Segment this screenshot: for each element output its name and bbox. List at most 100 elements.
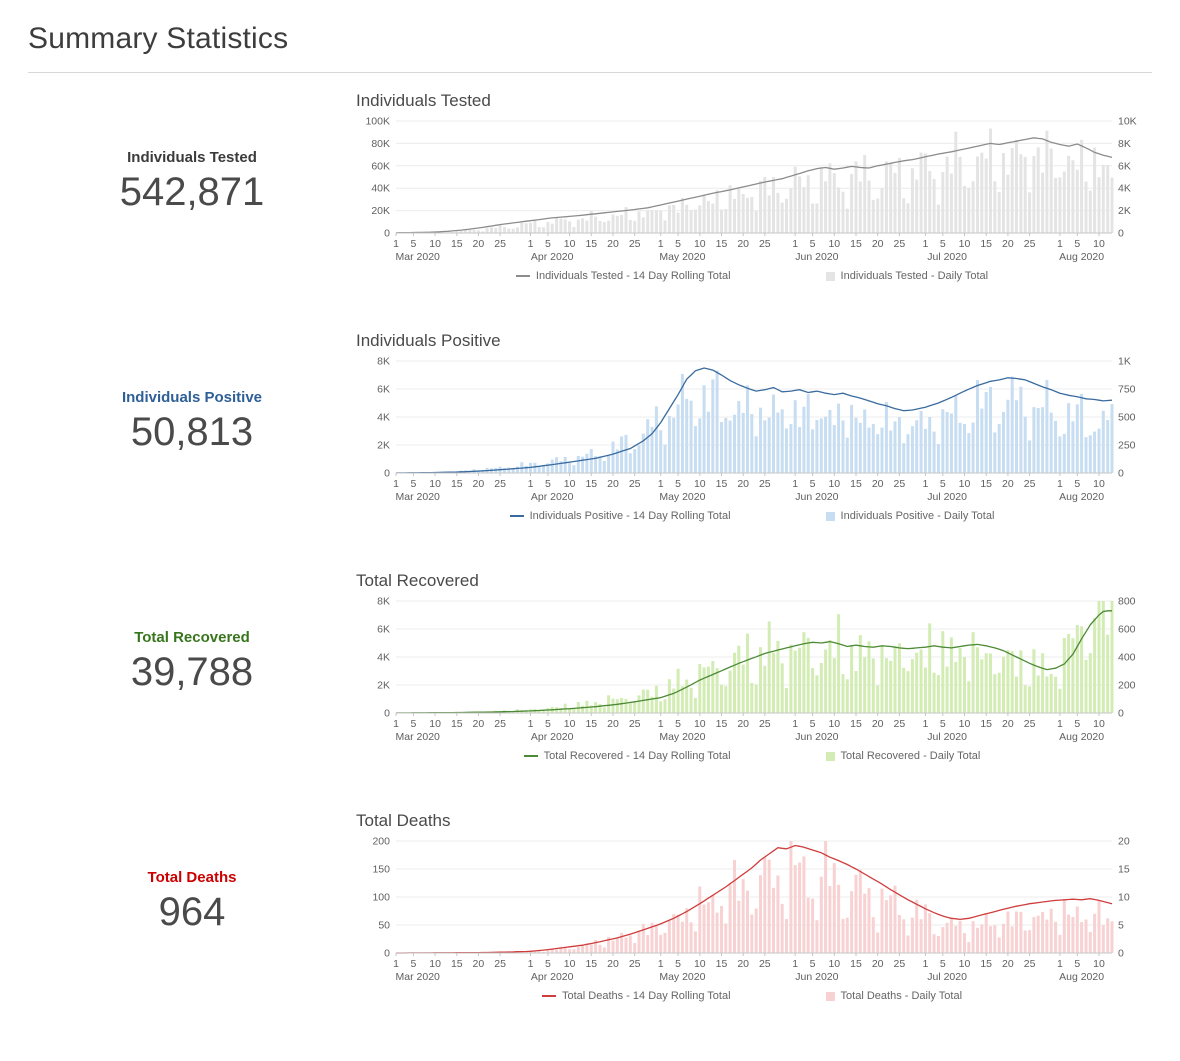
svg-text:0: 0 [1118,708,1124,720]
svg-text:200: 200 [1118,680,1136,692]
svg-text:25: 25 [894,718,906,730]
svg-text:20: 20 [473,958,485,970]
legend-item-daily-total: Individuals Tested - Daily Total [826,270,989,282]
legend-label: Individuals Tested - Daily Total [841,270,989,282]
svg-text:15: 15 [585,718,597,730]
svg-text:15: 15 [451,238,463,250]
legend-label: Individuals Tested - 14 Day Rolling Tota… [536,270,731,282]
line-swatch-icon [510,515,524,517]
svg-text:1: 1 [922,958,928,970]
svg-text:5: 5 [810,238,816,250]
svg-text:5: 5 [675,718,681,730]
svg-text:15: 15 [980,958,992,970]
legend-recovered: Total Recovered - 14 Day Rolling Total T… [356,750,1148,762]
svg-text:15: 15 [980,238,992,250]
month-label: Aug 2020 [1059,251,1104,263]
svg-text:1: 1 [1057,958,1063,970]
month-label: May 2020 [659,971,705,983]
svg-text:1: 1 [922,478,928,490]
section-individuals-tested: Individuals Tested 542,871 Individuals T… [28,81,1152,321]
svg-text:20: 20 [473,478,485,490]
month-label: May 2020 [659,251,705,263]
svg-text:5: 5 [810,958,816,970]
legend-positive: Individuals Positive - 14 Day Rolling To… [356,510,1148,522]
month-label: May 2020 [659,491,705,503]
svg-text:0: 0 [384,468,390,480]
svg-text:20: 20 [872,478,884,490]
svg-text:15: 15 [850,478,862,490]
legend-label: Total Recovered - Daily Total [841,750,981,762]
svg-text:2K: 2K [377,680,390,692]
svg-text:10: 10 [694,478,706,490]
svg-text:1: 1 [393,478,399,490]
month-label: Jul 2020 [927,971,967,983]
svg-text:25: 25 [629,958,641,970]
svg-text:5: 5 [675,238,681,250]
svg-text:25: 25 [894,478,906,490]
daily-bars [408,129,1114,234]
svg-text:20: 20 [872,958,884,970]
svg-text:25: 25 [759,718,771,730]
svg-text:800: 800 [1118,596,1136,608]
svg-text:20: 20 [1002,238,1014,250]
stat-label-total-recovered: Total Recovered [134,629,250,646]
svg-text:2K: 2K [377,440,390,452]
svg-text:10: 10 [1093,478,1105,490]
svg-text:10: 10 [694,718,706,730]
divider [28,72,1152,73]
svg-text:20: 20 [1002,478,1014,490]
svg-text:1: 1 [658,718,664,730]
svg-text:750: 750 [1118,384,1136,396]
svg-text:20: 20 [737,958,749,970]
section-total-recovered: Total Recovered 39,788 Total Recovered 0… [28,561,1152,801]
chart-title-tested: Individuals Tested [356,91,1148,111]
svg-text:10: 10 [959,718,971,730]
svg-text:25: 25 [1024,238,1036,250]
svg-text:15: 15 [1118,864,1130,876]
svg-text:5: 5 [1074,718,1080,730]
svg-text:0: 0 [1118,948,1124,960]
svg-text:25: 25 [894,958,906,970]
month-label: Jun 2020 [795,491,838,503]
svg-text:1: 1 [528,958,534,970]
svg-text:10: 10 [694,238,706,250]
svg-text:15: 15 [585,958,597,970]
svg-text:20K: 20K [371,205,390,217]
month-label: May 2020 [659,731,705,743]
svg-text:10: 10 [429,958,441,970]
svg-text:1: 1 [1057,718,1063,730]
stat-value-individuals-positive: 50,813 [131,410,253,455]
svg-text:1: 1 [792,958,798,970]
legend-label: Individuals Positive - Daily Total [841,510,995,522]
svg-text:10: 10 [429,478,441,490]
svg-text:2K: 2K [1118,205,1131,217]
svg-text:8K: 8K [1118,138,1131,150]
svg-text:1: 1 [1057,238,1063,250]
svg-text:10: 10 [1093,958,1105,970]
svg-text:5: 5 [1118,920,1124,932]
svg-text:150: 150 [372,864,390,876]
legend-label: Total Recovered - 14 Day Rolling Total [544,750,731,762]
svg-text:25: 25 [759,238,771,250]
legend-item-daily-total: Individuals Positive - Daily Total [826,510,995,522]
svg-text:25: 25 [759,478,771,490]
svg-text:5: 5 [545,718,551,730]
svg-text:15: 15 [716,718,728,730]
stat-value-individuals-tested: 542,871 [120,170,265,215]
svg-text:15: 15 [716,478,728,490]
legend-label: Total Deaths - Daily Total [841,990,962,1002]
svg-text:20: 20 [872,238,884,250]
chart-title-recovered: Total Recovered [356,571,1148,591]
month-label: Jun 2020 [795,251,838,263]
